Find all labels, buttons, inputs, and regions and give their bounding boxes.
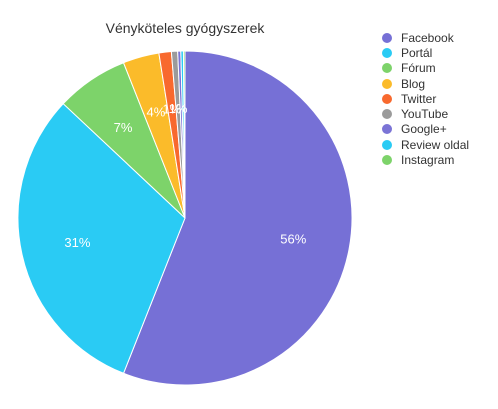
slice-label-1: 31%	[64, 235, 90, 250]
legend-item-1: Portál	[382, 45, 469, 60]
legend-item-5: YouTube	[382, 106, 469, 121]
slice-label-2: 7%	[114, 120, 133, 135]
pie-slice-1	[17, 102, 186, 374]
legend-swatch-3	[382, 78, 392, 89]
pie-slices	[17, 50, 353, 386]
legend-item-7: Review oldal	[382, 137, 469, 152]
legend-item-6: Google+	[382, 122, 469, 137]
legend-label-6: Google+	[401, 122, 447, 137]
legend-item-0: Facebook	[382, 30, 469, 45]
legend-item-3: Blog	[382, 76, 469, 91]
legend-label-1: Portál	[401, 45, 433, 60]
pie-slice-8	[182, 50, 186, 219]
legend-item-2: Fórum	[382, 61, 469, 76]
legend-label-5: YouTube	[401, 107, 449, 122]
pie-labels: 56% 31% 7% 4%1%1%	[64, 101, 306, 250]
legend-swatch-0	[382, 32, 392, 43]
legend-swatch-6	[382, 124, 392, 135]
slice-label-3: 4%	[147, 105, 166, 120]
pie-slice-0	[122, 50, 353, 386]
legend-item-8: Instagram	[382, 152, 469, 167]
legend-label-8: Instagram	[401, 153, 455, 168]
slice-label-4: 1%	[162, 102, 181, 117]
slice-label-5: 1%	[169, 101, 188, 116]
legend-label-2: Fórum	[401, 61, 436, 76]
legend-swatch-2	[382, 63, 392, 74]
legend-label-7: Review oldal	[401, 137, 470, 152]
slice-label-0: 56%	[280, 232, 306, 247]
legend-swatch-1	[382, 47, 392, 58]
legend-swatch-4	[382, 93, 392, 104]
chart-legend: Facebook Portál Fórum Blog Twitter YouTube Goo…	[382, 30, 469, 168]
legend-label-3: Blog	[401, 76, 426, 91]
legend-swatch-8	[382, 155, 392, 166]
legend-item-4: Twitter	[382, 91, 469, 106]
legend-swatch-7	[382, 139, 392, 150]
legend-swatch-5	[382, 109, 392, 120]
legend-label-0: Facebook	[401, 30, 454, 45]
legend-label-4: Twitter	[401, 91, 437, 106]
chart-title: Vényköteles gyógyszerek	[105, 20, 265, 36]
